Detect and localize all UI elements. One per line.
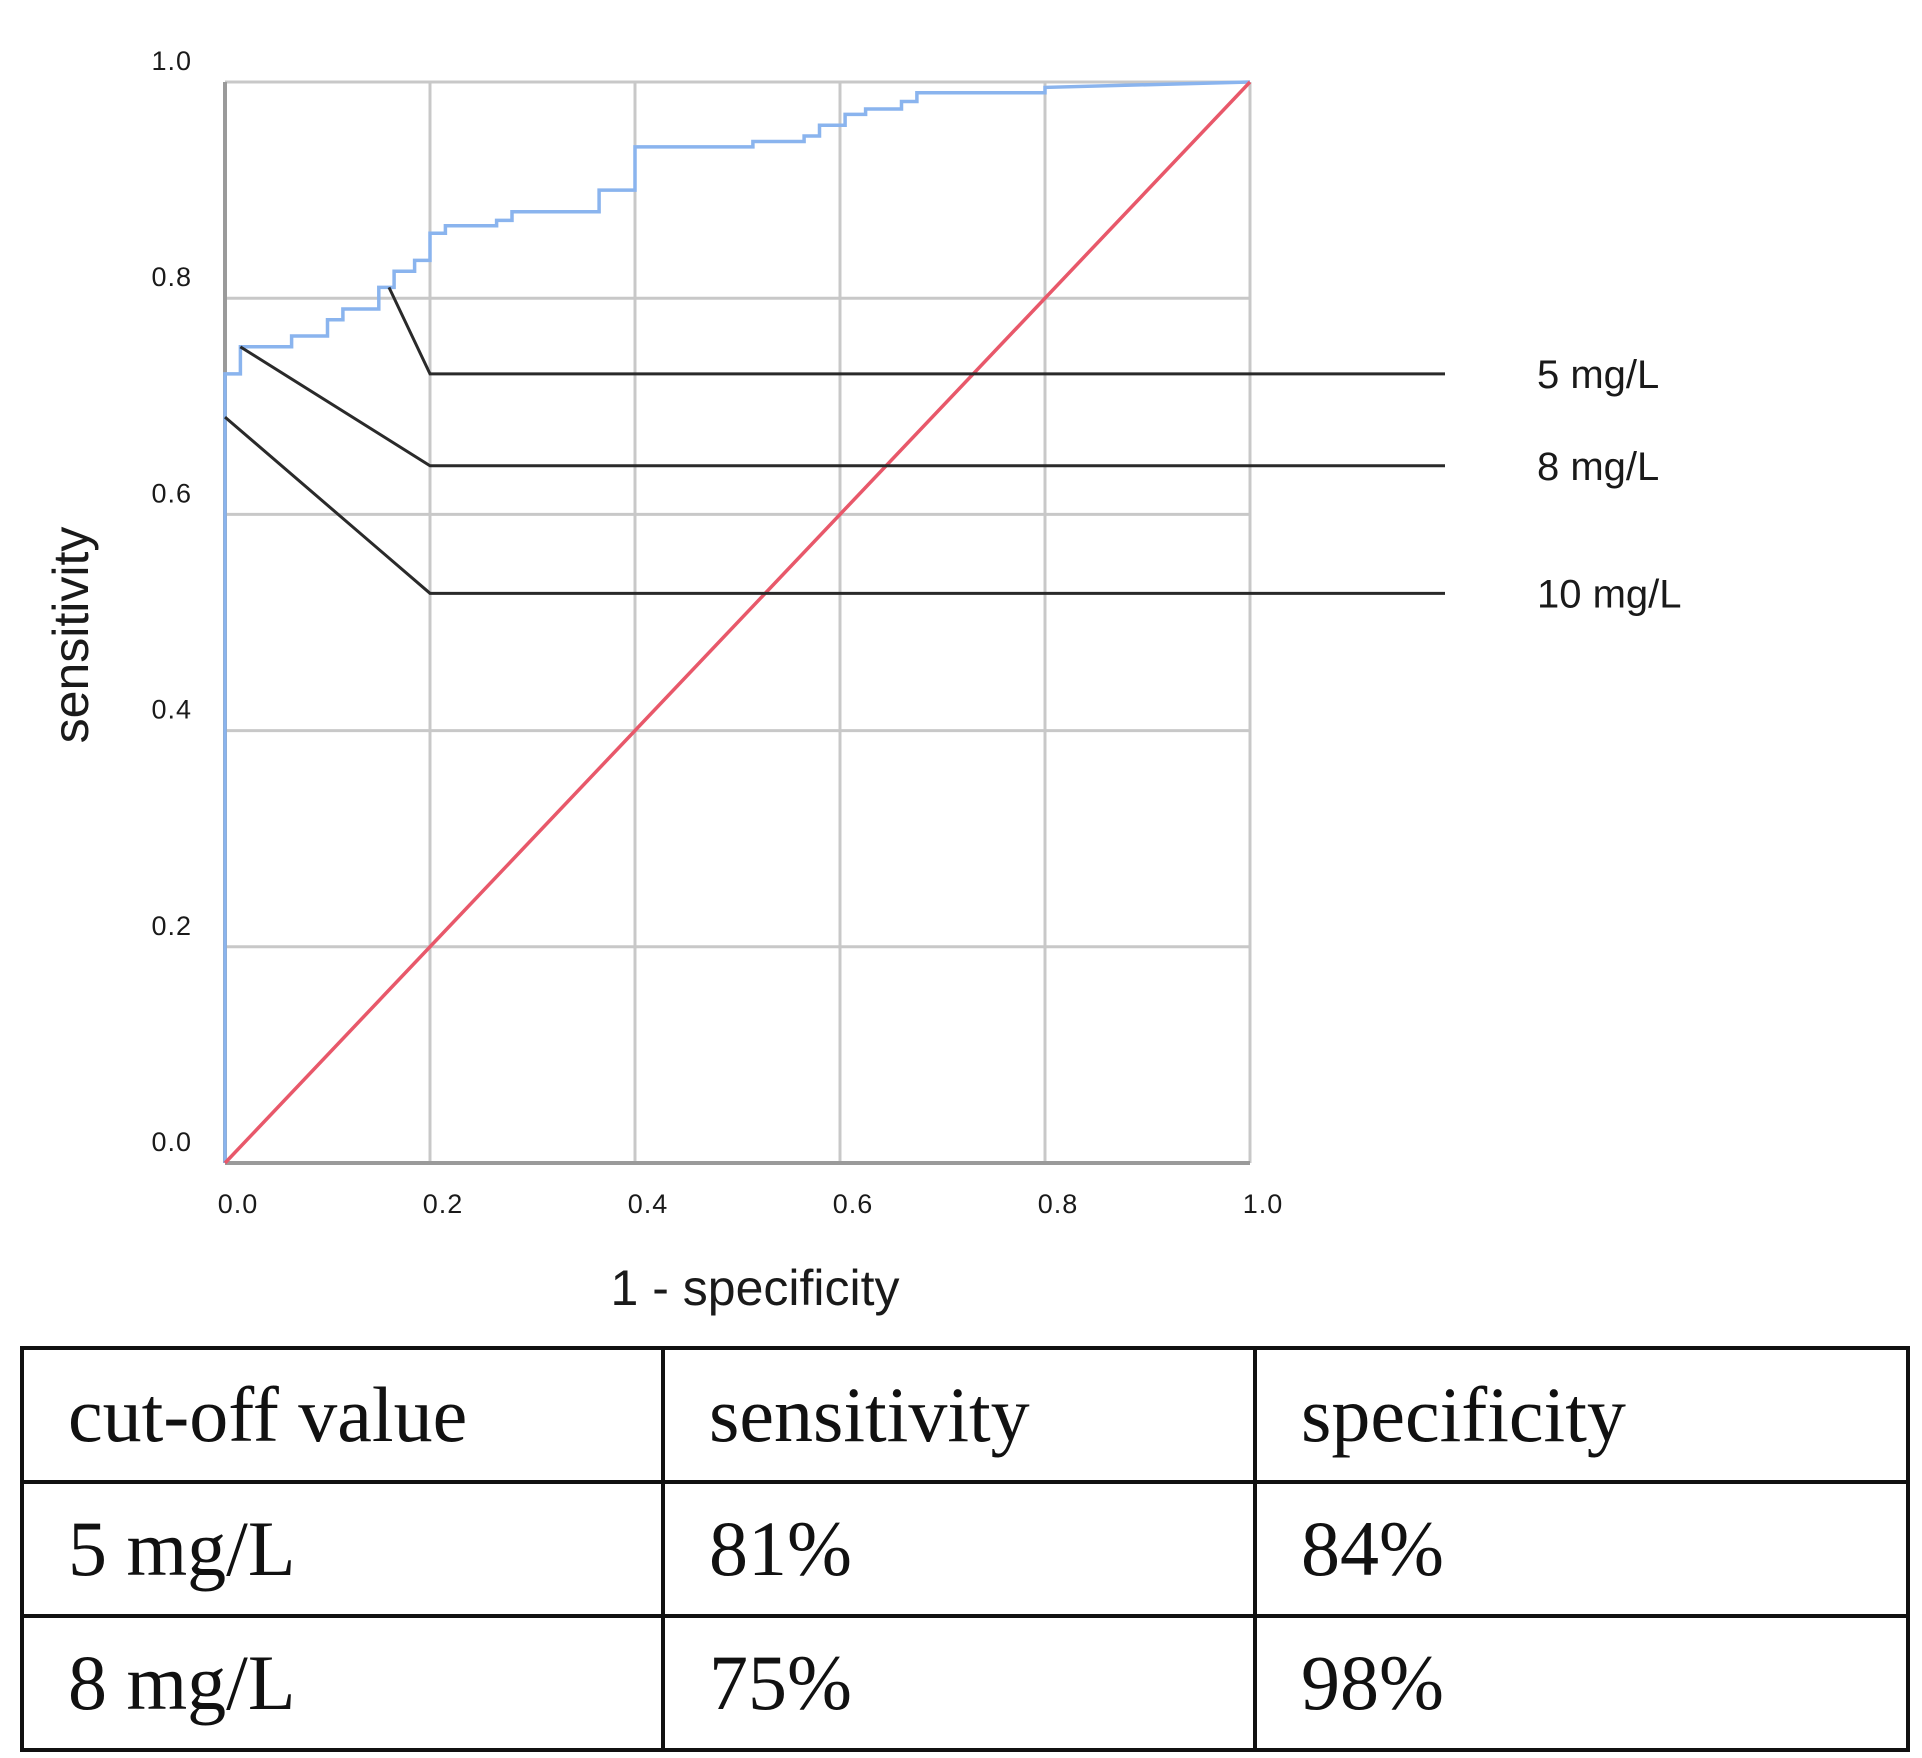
x-tick-label: 0.6: [833, 1189, 874, 1219]
x-axis-label: 1 - specificity: [611, 1260, 900, 1316]
x-tick-label: 1.0: [1243, 1189, 1284, 1219]
table-row: 8 mg/L 75% 98%: [20, 1614, 1910, 1752]
y-tick-label: 0.2: [151, 911, 192, 941]
cell-sensitivity: 75%: [661, 1614, 1257, 1752]
cutoff-label: 10 mg/L: [1537, 572, 1682, 616]
series-lines: [223, 80, 1252, 1165]
header-sensitivity: sensitivity: [661, 1346, 1257, 1484]
x-tick-label: 0.2: [423, 1189, 464, 1219]
x-tick-label: 0.4: [628, 1189, 669, 1219]
cutoff-annotations: 5 mg/L 8 mg/L 10 mg/L: [224, 286, 1682, 616]
roc-chart: 0.0 0.2 0.4 0.6 0.8 1.0 0.0 0.2 0.4 0.6 0.8 1.0 5 …: [43, 46, 1682, 1316]
y-tick-label: 0.6: [151, 478, 192, 508]
y-axis-label: sensitivity: [43, 527, 99, 744]
y-tick-label: 0.8: [151, 262, 192, 292]
y-tick-label: 0.4: [151, 695, 192, 725]
y-tick-labels: 0.0 0.2 0.4 0.6 0.8 1.0: [151, 46, 192, 1157]
table-row: 5 mg/L 81% 84%: [20, 1480, 1910, 1618]
cell-cutoff-value: 5 mg/L: [20, 1480, 665, 1618]
roc-curve-line: [223, 80, 1251, 1163]
header-cutoff-value: cut-off value: [20, 1346, 665, 1484]
x-tick-label: 0.0: [218, 1189, 259, 1219]
x-tick-labels: 0.0 0.2 0.4 0.6 0.8 1.0: [218, 1189, 1284, 1219]
cutoff-leader-line: [239, 345, 1445, 468]
x-tick-label: 0.8: [1038, 1189, 1079, 1219]
reference-diagonal-line: [223, 80, 1252, 1165]
cutoff-leader-line: [387, 286, 1445, 376]
cell-specificity: 98%: [1253, 1614, 1910, 1752]
header-specificity: specificity: [1253, 1346, 1910, 1484]
cell-sensitivity: 81%: [661, 1480, 1257, 1618]
cell-cutoff-value: 8 mg/L: [20, 1614, 665, 1752]
y-tick-label: 1.0: [151, 46, 192, 76]
grid-lines: [225, 82, 1250, 1163]
y-tick-label: 0.0: [151, 1127, 192, 1157]
cell-specificity: 84%: [1253, 1480, 1910, 1618]
cutoff-results-table: cut-off value sensitivity specificity 5 …: [20, 1346, 1910, 1752]
table-header-row: cut-off value sensitivity specificity: [20, 1346, 1910, 1484]
cutoff-leader-line: [224, 415, 1445, 595]
cutoff-label: 5 mg/L: [1537, 353, 1659, 397]
cutoff-label: 8 mg/L: [1537, 445, 1659, 489]
